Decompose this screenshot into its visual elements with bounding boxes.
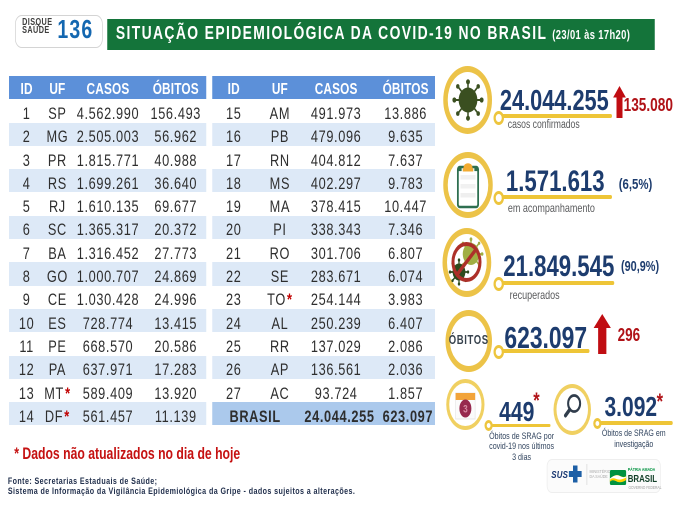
svg-text:3: 3	[463, 403, 468, 415]
